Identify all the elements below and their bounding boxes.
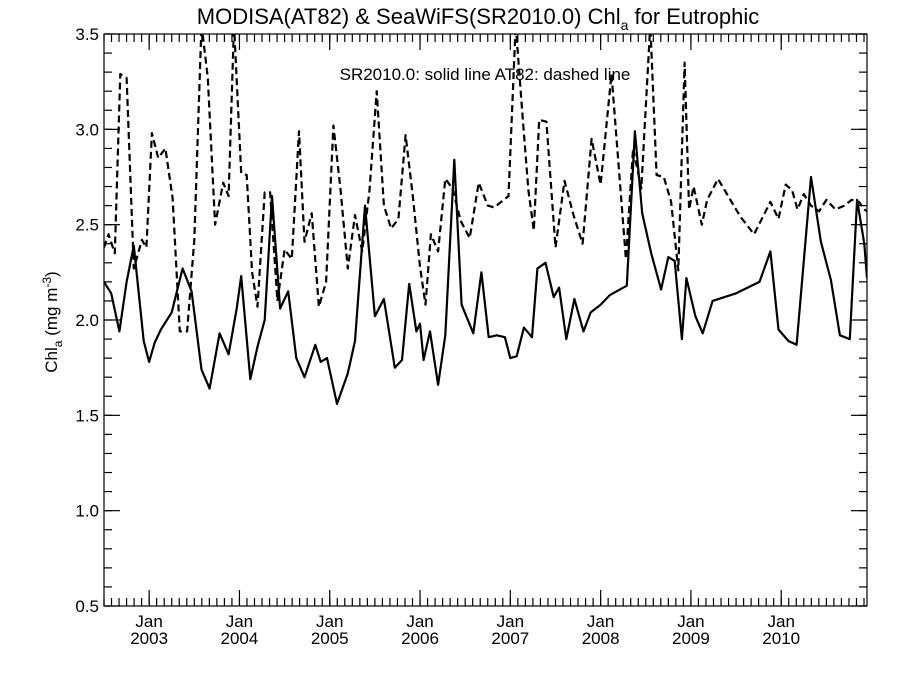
y-tick-label: 1.5 <box>75 406 99 425</box>
x-tick-month-label: Jan <box>226 612 253 631</box>
y-tick-label: 2.5 <box>75 216 99 235</box>
chart-title-main: MODISA(AT82) & SeaWiFS(SR2010.0) Chl <box>197 4 621 29</box>
x-tick-month-label: Jan <box>316 612 343 631</box>
y-axis-label-unit: (mg m <box>42 288 61 341</box>
x-tick-month-label: Jan <box>587 612 614 631</box>
y-tick-label: 3.0 <box>75 120 99 139</box>
x-tick-month-label: Jan <box>677 612 704 631</box>
chart-title-suffix: for Eutrophic <box>628 4 759 29</box>
x-tick-month-label: Jan <box>135 612 162 631</box>
chart-title-subscript: a <box>621 17 629 33</box>
y-tick-label: 2.0 <box>75 311 99 330</box>
x-tick-year-label: 2009 <box>672 629 710 648</box>
y-axis-label-prefix: Chl <box>42 347 61 373</box>
x-tick-year-label: 2005 <box>311 629 349 648</box>
y-tick-label: 3.5 <box>75 25 99 44</box>
x-tick-year-label: 2003 <box>130 629 168 648</box>
y-tick-label: 0.5 <box>75 597 99 616</box>
y-axis-label: Chla (mg m-3) <box>40 271 65 372</box>
x-tick-year-label: 2010 <box>762 629 800 648</box>
x-tick-year-label: 2008 <box>582 629 620 648</box>
chart-title: MODISA(AT82) & SeaWiFS(SR2010.0) Chla fo… <box>197 4 759 33</box>
y-tick-label: 1.0 <box>75 502 99 521</box>
x-tick-month-label: Jan <box>406 612 433 631</box>
plot-frame <box>103 33 868 607</box>
y-axis-label-close: ) <box>42 271 61 277</box>
x-tick-month-label: Jan <box>497 612 524 631</box>
x-tick-year-label: 2006 <box>401 629 439 648</box>
x-tick-year-label: 2004 <box>221 629 259 648</box>
y-axis-label-subscript: a <box>51 340 65 347</box>
x-tick-month-label: Jan <box>768 612 795 631</box>
x-tick-year-label: 2007 <box>491 629 529 648</box>
plot-area <box>104 34 867 405</box>
series-line-dashed <box>104 34 867 333</box>
axes: 0.51.01.52.02.53.03.5Jan2003Jan2004Jan20… <box>75 25 867 648</box>
series-line-solid <box>104 130 867 405</box>
y-axis-label-unit-exp: -3 <box>40 277 54 288</box>
legend-annotation: SR2010.0: solid line AT82: dashed line <box>340 65 631 84</box>
